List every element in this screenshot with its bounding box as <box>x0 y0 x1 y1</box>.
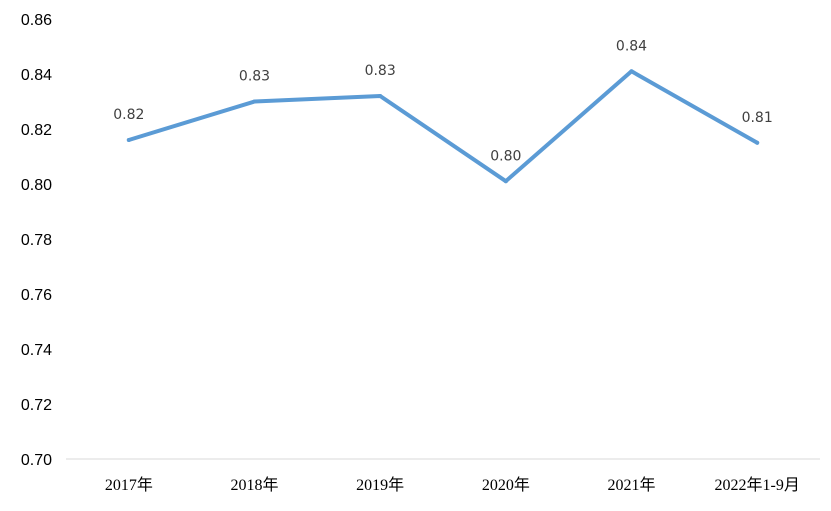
y-tick-label: 0.86 <box>21 12 52 29</box>
data-label: 0.81 <box>742 110 773 126</box>
data-labels: 0.82 0.83 0.83 0.80 0.84 0.81 <box>113 38 773 164</box>
data-label: 0.84 <box>616 38 647 54</box>
data-point <box>378 94 383 98</box>
x-tick-label: 2021年 <box>607 476 655 494</box>
series-line <box>126 69 760 184</box>
y-tick-label: 0.84 <box>21 67 52 84</box>
data-label: 0.82 <box>113 107 144 123</box>
data-point <box>252 99 257 104</box>
y-axis-tick-labels: 0.70 0.72 0.74 0.76 0.78 0.80 0.82 0.84 0.86 <box>21 12 52 469</box>
y-tick-label: 0.76 <box>21 287 52 304</box>
x-tick-label: 2019年 <box>356 476 404 494</box>
y-tick-label: 0.78 <box>21 232 52 249</box>
y-tick-label: 0.70 <box>21 452 52 469</box>
data-point <box>755 140 760 145</box>
x-axis-tick-labels: 2017年 2018年 2019年 2020年 2021年 2022年1-9月 <box>105 476 800 494</box>
y-tick-label: 0.82 <box>21 122 52 139</box>
data-label: 0.83 <box>365 63 396 79</box>
x-tick-label: 2022年1-9月 <box>714 476 799 494</box>
data-label: 0.83 <box>239 69 270 85</box>
y-tick-label: 0.72 <box>21 397 52 414</box>
data-label: 0.80 <box>490 148 521 164</box>
data-point <box>126 138 131 142</box>
data-point <box>629 69 634 74</box>
x-tick-label: 2020年 <box>482 476 530 494</box>
y-tick-label: 0.80 <box>21 177 52 194</box>
data-point <box>503 179 508 184</box>
series-group <box>126 69 760 184</box>
x-tick-label: 2017年 <box>105 476 153 494</box>
y-tick-label: 0.74 <box>21 342 52 359</box>
x-tick-label: 2018年 <box>230 476 278 494</box>
